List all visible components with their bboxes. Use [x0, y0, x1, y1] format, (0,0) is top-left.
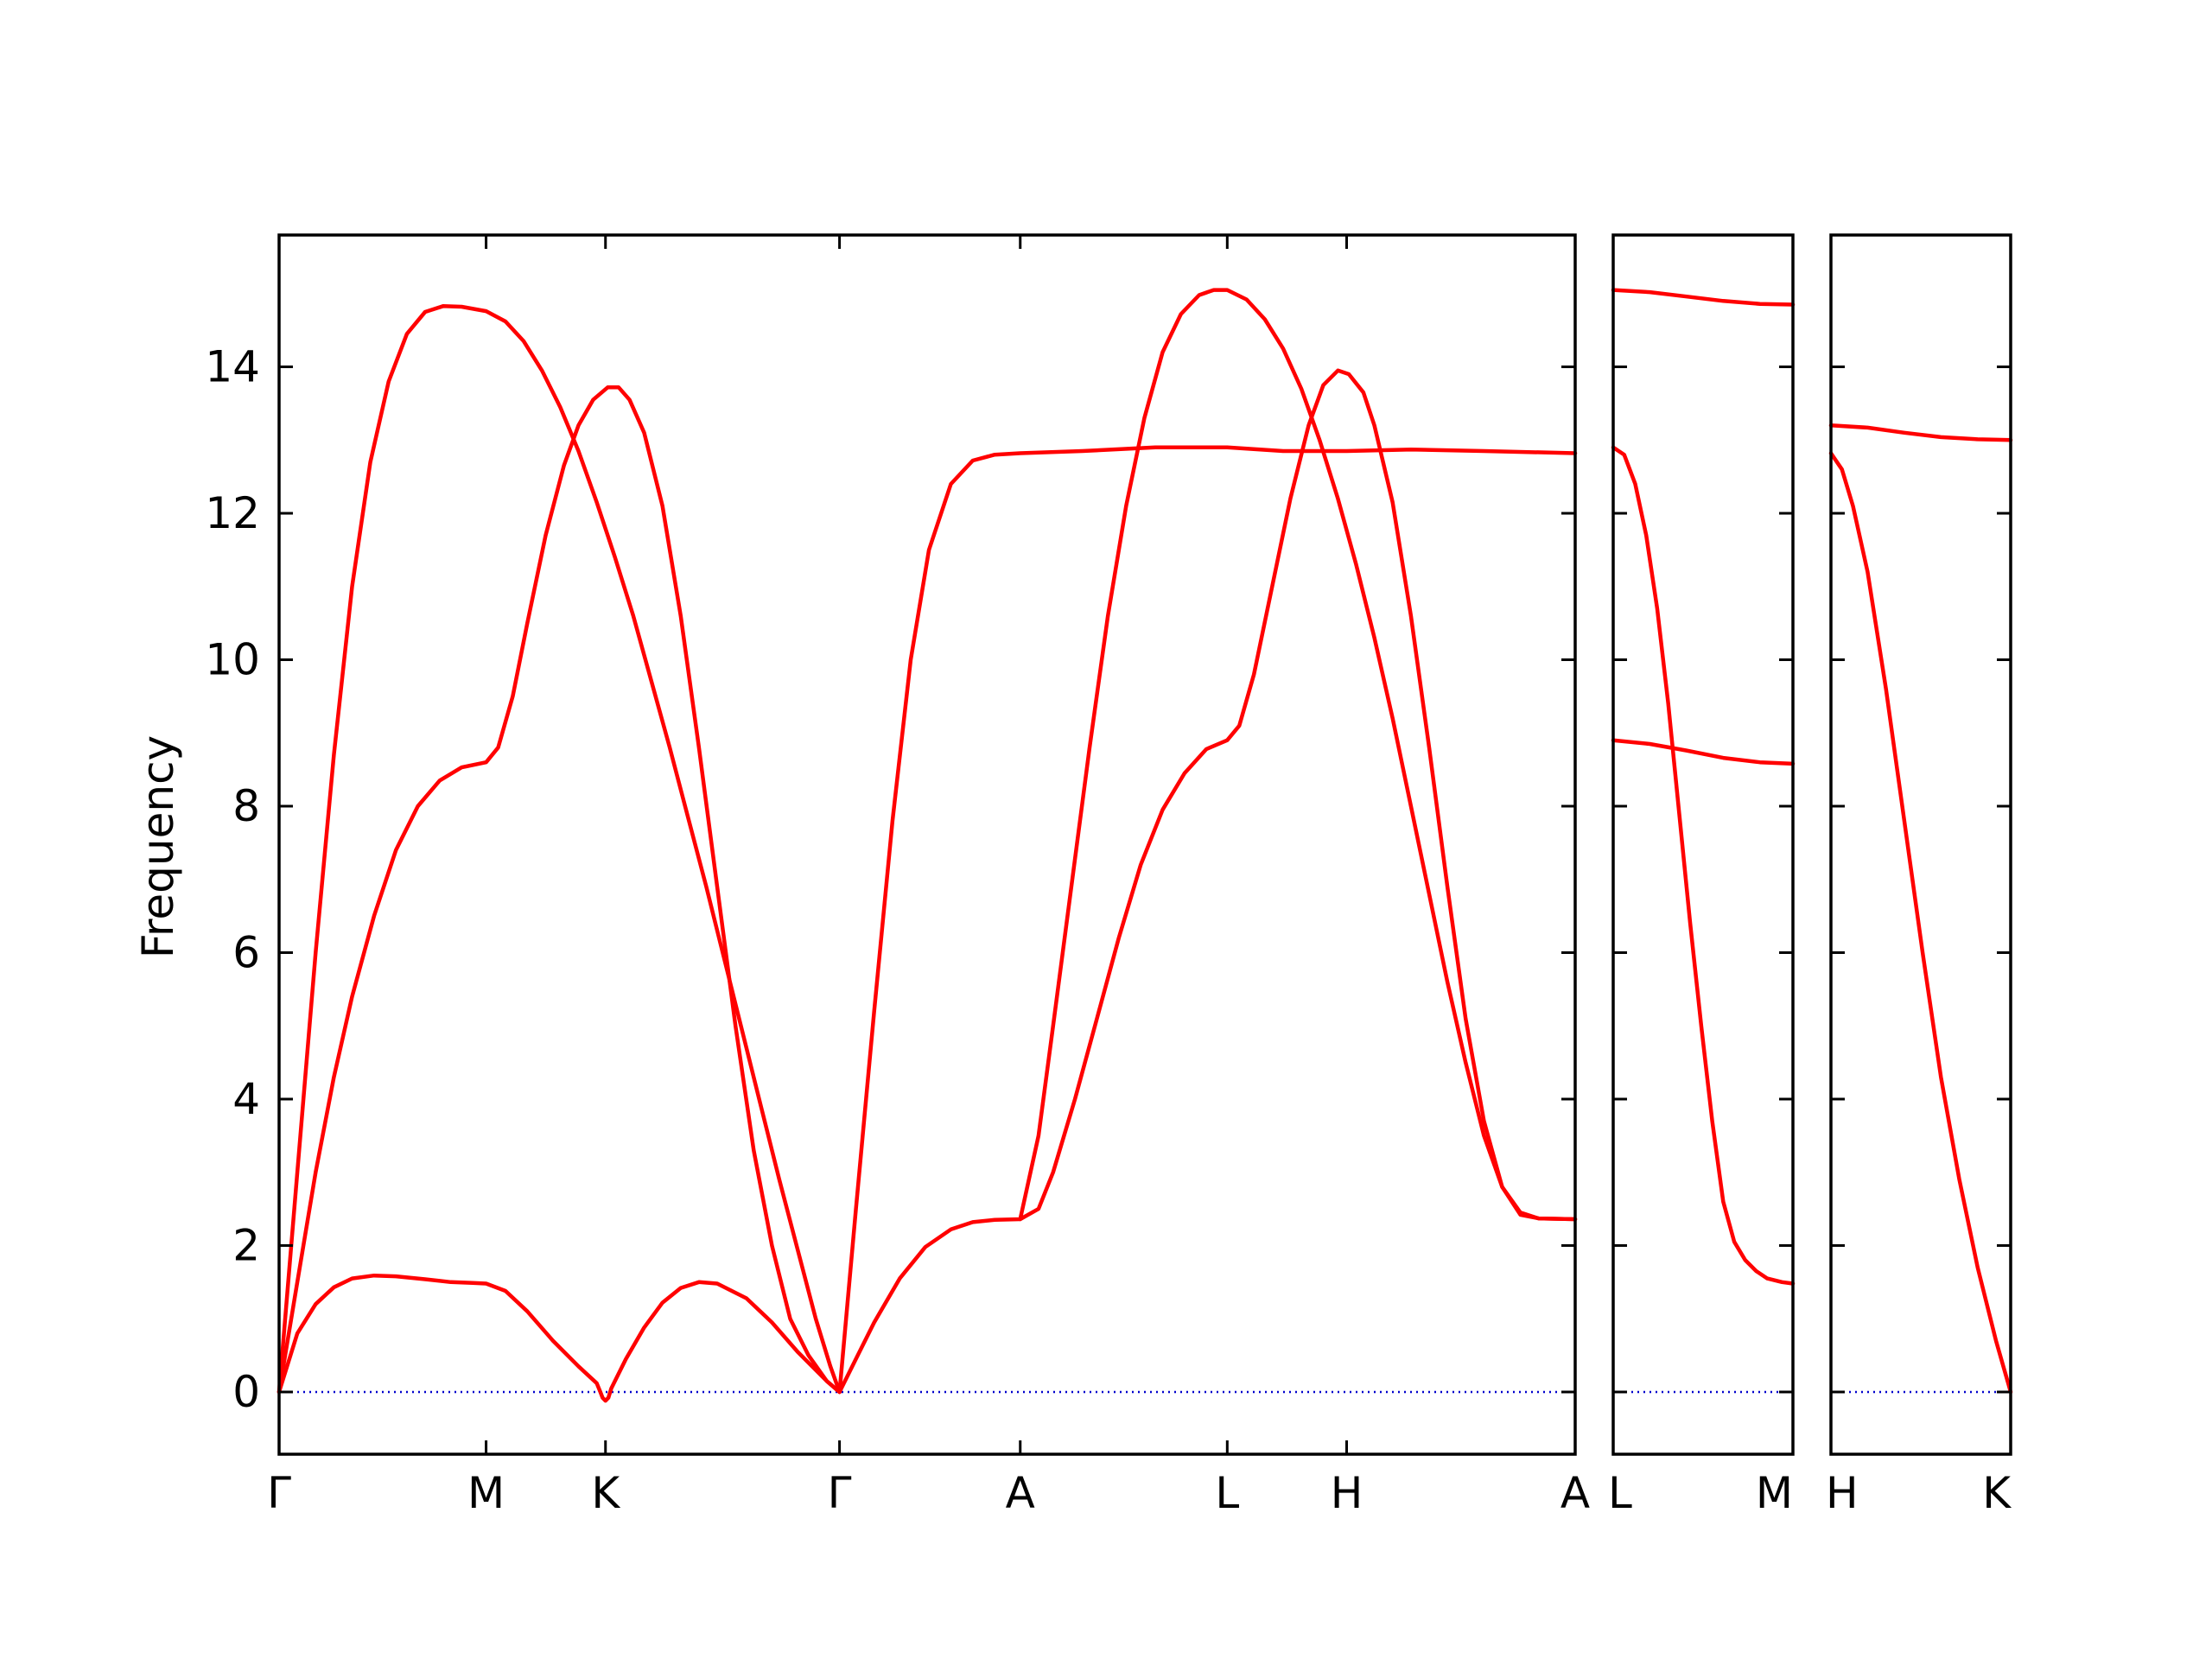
band-line-1	[1611, 288, 1796, 307]
y-tick-label: 6	[232, 927, 260, 977]
y-tick-label: 0	[232, 1367, 260, 1417]
x-tick-label: L	[1215, 1468, 1239, 1518]
y-tick-label: 10	[205, 635, 260, 685]
band-line-3	[276, 303, 842, 1395]
band-line-1	[1828, 423, 2013, 442]
x-tick-label: K	[1982, 1468, 2012, 1518]
x-tick-label: K	[591, 1468, 620, 1518]
x-tick-label: M	[467, 1468, 505, 1518]
x-tick-label: A	[1006, 1468, 1035, 1518]
panel-frame	[277, 233, 1577, 1456]
x-tick-label: H	[1826, 1468, 1859, 1518]
band-line-3	[1611, 445, 1796, 1286]
band-line-4	[837, 368, 1578, 1395]
x-tick-label: H	[1331, 1468, 1363, 1518]
panel-frame	[1611, 233, 1795, 1456]
y-tick-label: 8	[232, 781, 260, 831]
y-tick-label: 4	[232, 1074, 260, 1124]
band-line-1	[276, 1273, 842, 1403]
x-tick-label: Γ	[267, 1468, 291, 1518]
band-line-5	[837, 445, 1578, 1395]
panel-1: 0 2 4 6 8 10 12 14 Γ M K Γ A L H A	[205, 233, 1590, 1518]
band-line-2	[276, 385, 842, 1395]
x-tick-label: L	[1608, 1468, 1632, 1518]
band-line-6	[1018, 288, 1578, 1222]
band-line-2	[1828, 451, 2013, 1395]
panel-frame	[1829, 233, 2012, 1456]
y-tick-label: 2	[232, 1220, 260, 1270]
y-tick-label: 12	[205, 488, 260, 538]
x-tick-label: Γ	[828, 1468, 852, 1518]
band-line-2	[1611, 738, 1796, 766]
x-tick-label: M	[1756, 1468, 1793, 1518]
y-axis-label: Frequency	[133, 735, 183, 958]
x-tick-label: A	[1560, 1468, 1590, 1518]
y-tick-label: 14	[205, 342, 260, 392]
